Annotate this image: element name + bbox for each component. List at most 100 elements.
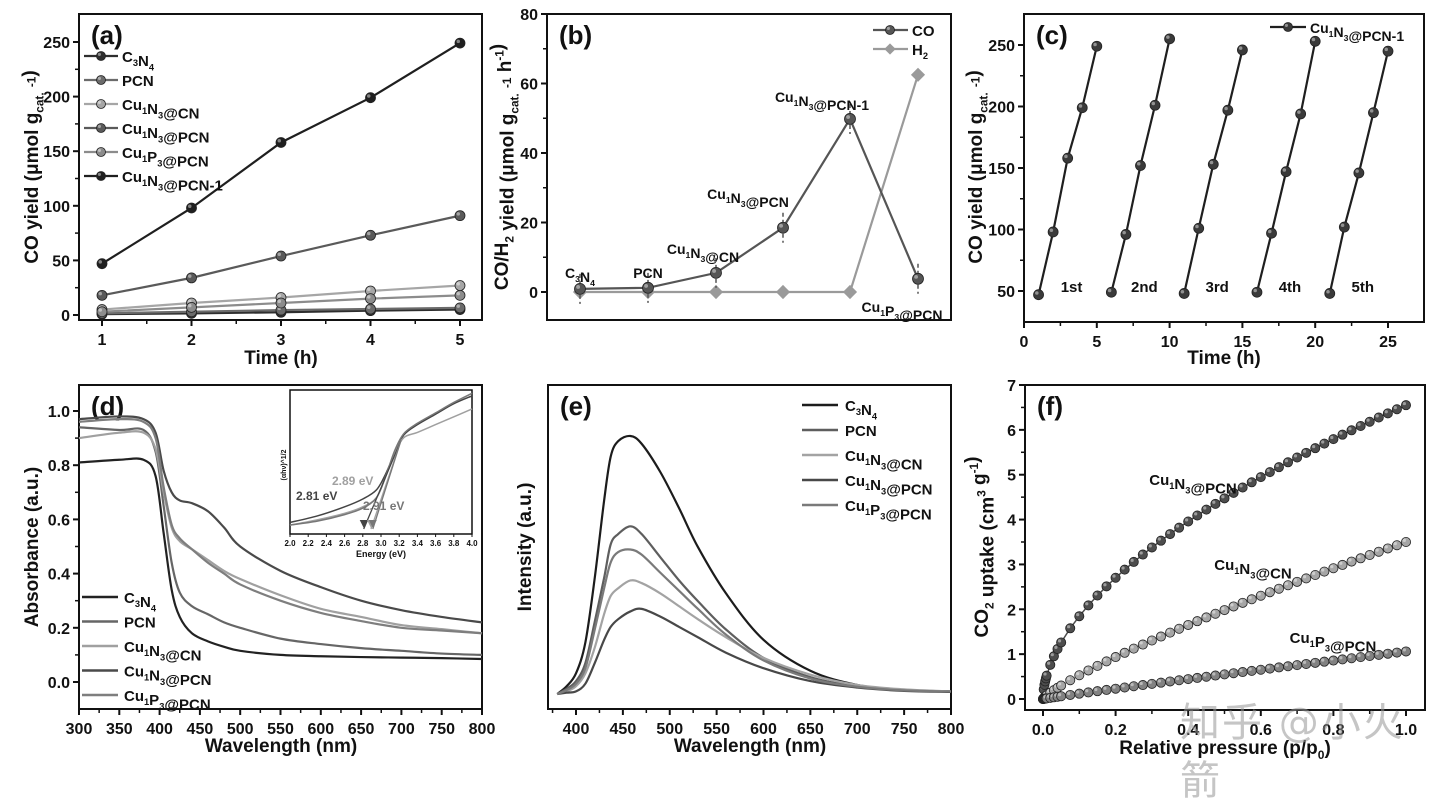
inset-curve-mid (289, 392, 473, 526)
x-tick-label: 15 (1234, 334, 1252, 351)
data-point-Cu1N3@PCN (1219, 493, 1230, 504)
chart-panel-d: 300 350 400 450 500 550 600 650 700 750 800 0.0 0.2 0… (22, 384, 495, 757)
data-point-Cu1P3@PCN (1065, 689, 1076, 700)
bandgap-annotation: 2.91 eV (363, 499, 404, 513)
data-point-Cu1N3@CN (1237, 597, 1248, 608)
series-label: Cu1N3@PCN (1149, 472, 1236, 497)
x-tick-label: 5 (456, 332, 465, 349)
data-point-Cu1N3@PCN (1373, 412, 1384, 423)
point-highlight (1393, 649, 1397, 653)
point-highlight (1148, 680, 1152, 684)
x-tick-label: 600 (750, 721, 777, 738)
point-highlight (188, 274, 192, 278)
legend-marker (96, 147, 106, 157)
panel-label: (e) (560, 391, 592, 421)
point-highlight (1321, 658, 1325, 662)
data-point-Cu1P3@PCN (1119, 682, 1130, 693)
point-highlight (1275, 585, 1279, 589)
inset-x-tick-label: 3.6 (430, 539, 442, 548)
x-tick-label: 1.0 (1395, 722, 1417, 739)
data-point-Cu1N3@CN (1337, 559, 1348, 570)
point-highlight (1203, 614, 1207, 618)
point-highlight (1348, 558, 1352, 562)
data-point-Cu1N3@PCN (96, 289, 108, 301)
data-point-Cu1N3@PCN (1337, 429, 1348, 440)
point-highlight (1402, 401, 1406, 406)
point-highlight (97, 148, 102, 152)
point-highlight (367, 231, 371, 236)
point-highlight (1184, 621, 1189, 625)
point-highlight (1094, 662, 1098, 666)
x-tick-label: 300 (66, 721, 93, 738)
data-point-Cu1P3@PCN (1083, 687, 1094, 698)
y-tick-label: 100 (988, 223, 1015, 240)
point-highlight (1194, 512, 1198, 516)
data-point-Cu1P3@PCN (96, 306, 108, 318)
data-point-Cu1N3@PCN (1041, 670, 1052, 681)
cycle-label: 1st (1061, 279, 1083, 296)
category-label: Cu1N3@CN (667, 241, 739, 265)
y-tick-label: 1.0 (48, 404, 70, 421)
data-point-Cu1N3@PCN (1283, 457, 1294, 468)
point-highlight (1121, 566, 1125, 570)
point-highlight (1212, 500, 1216, 504)
data-point-Cu1P3@PCN (1382, 648, 1393, 659)
point-highlight (1151, 101, 1156, 106)
point-highlight (1157, 679, 1161, 683)
data-point (1193, 222, 1205, 234)
legend-marker (96, 171, 106, 181)
point-highlight (1067, 677, 1071, 681)
series-line-Cu1N3@CN (78, 430, 483, 635)
data-point (1251, 286, 1263, 298)
point-highlight (1340, 223, 1345, 228)
point-highlight (1049, 228, 1054, 232)
data-point-Cu1N3@PCN (1183, 516, 1194, 527)
point-highlight (1266, 665, 1270, 669)
category-label: Cu1N3@PCN (707, 186, 789, 210)
data-point (1280, 166, 1292, 178)
point-highlight (1248, 479, 1252, 483)
point-highlight (1257, 592, 1261, 596)
point-highlight (1284, 663, 1289, 667)
point-highlight (1330, 657, 1334, 661)
point-highlight (1112, 574, 1116, 578)
x-axis-label: Relative pressure (p/p0) (1119, 738, 1331, 762)
point-highlight (1239, 484, 1243, 488)
point-highlight (1357, 422, 1361, 426)
series-line-Cu1P3@PCN (556, 548, 952, 696)
data-point (1309, 35, 1321, 47)
data-point-Cu1N3@PCN (1319, 438, 1330, 449)
point-highlight (1248, 596, 1252, 600)
point-highlight (1355, 169, 1359, 173)
point-highlight (846, 115, 850, 119)
legend-label: PCN (122, 73, 154, 90)
data-point (1237, 44, 1248, 56)
point-highlight (1064, 154, 1068, 159)
point-highlight (1257, 666, 1261, 670)
x-tick-label: 500 (656, 721, 683, 738)
data-point-Cu1N3@PCN (1155, 535, 1166, 546)
point-highlight (97, 76, 102, 81)
point-highlight (1282, 168, 1287, 172)
panel-label: (a) (91, 20, 123, 50)
point-highlight (1393, 542, 1397, 546)
x-tick-label: 750 (428, 721, 455, 738)
point-highlight (1085, 689, 1089, 693)
data-point-Cu1N3@CN (1283, 580, 1294, 591)
data-point-Cu1N3@CN (1391, 540, 1402, 551)
point-highlight (277, 294, 281, 298)
point-highlight (1076, 672, 1080, 676)
point-highlight (1076, 690, 1080, 694)
plot-frame (1024, 384, 1426, 711)
data-point-Cu1N3@CN (1292, 576, 1303, 587)
point-highlight (1050, 653, 1054, 657)
data-point-Cu1P3@PCN (1219, 669, 1230, 680)
data-point (1178, 288, 1190, 299)
point-highlight (456, 212, 460, 216)
data-point-Cu1N3@CN (1137, 639, 1148, 650)
x-tick-label: 700 (844, 721, 871, 738)
y-tick-label: 7 (1007, 378, 1016, 395)
x-tick-label: 0.8 (1322, 722, 1344, 739)
cycle-label: 4th (1279, 279, 1302, 296)
x-tick-label: 600 (307, 721, 334, 738)
